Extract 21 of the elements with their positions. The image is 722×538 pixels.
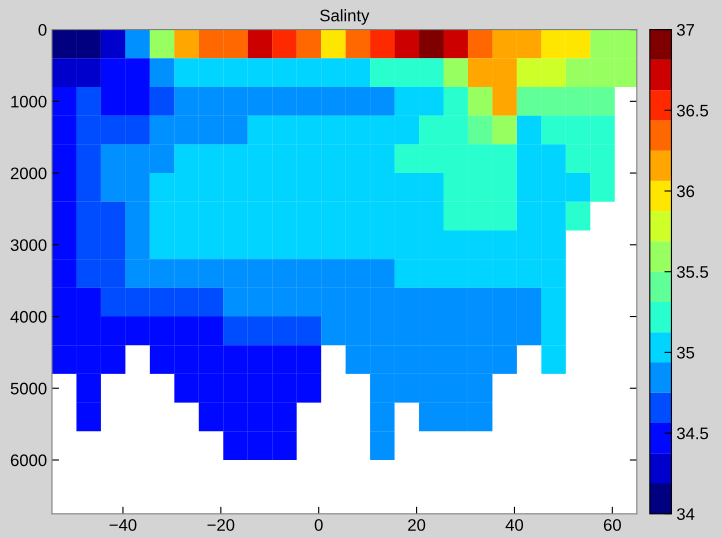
x-tick-label: 0 [314, 519, 323, 531]
x-tick-label: 20 [408, 519, 426, 531]
y-tick-label: 0 [38, 24, 46, 36]
x-tick-label: 60 [604, 519, 621, 531]
color-bar-label: 34 [676, 508, 694, 520]
y-tick-label: 5000 [10, 382, 46, 394]
color-bar-label: 37 [676, 24, 694, 36]
x-tick-label: −20 [208, 519, 234, 531]
x-tick-label: 40 [506, 519, 524, 531]
y-tick-label: 3000 [10, 239, 46, 251]
color-bar-label: 35 [676, 346, 694, 359]
y-tick-label: 2000 [10, 167, 46, 180]
color-bar-label: 34.5 [676, 427, 708, 440]
x-tick-label: −40 [110, 519, 136, 531]
color-bar-label: 36 [676, 185, 694, 198]
y-tick-label: 4000 [10, 310, 46, 323]
y-tick-label: 6000 [10, 454, 46, 466]
y-tick-label: 1000 [11, 96, 46, 108]
chart-title: Salinty [320, 9, 370, 25]
color-bar-label: 36.5 [676, 104, 708, 116]
color-bar-label: 35.5 [676, 266, 708, 278]
